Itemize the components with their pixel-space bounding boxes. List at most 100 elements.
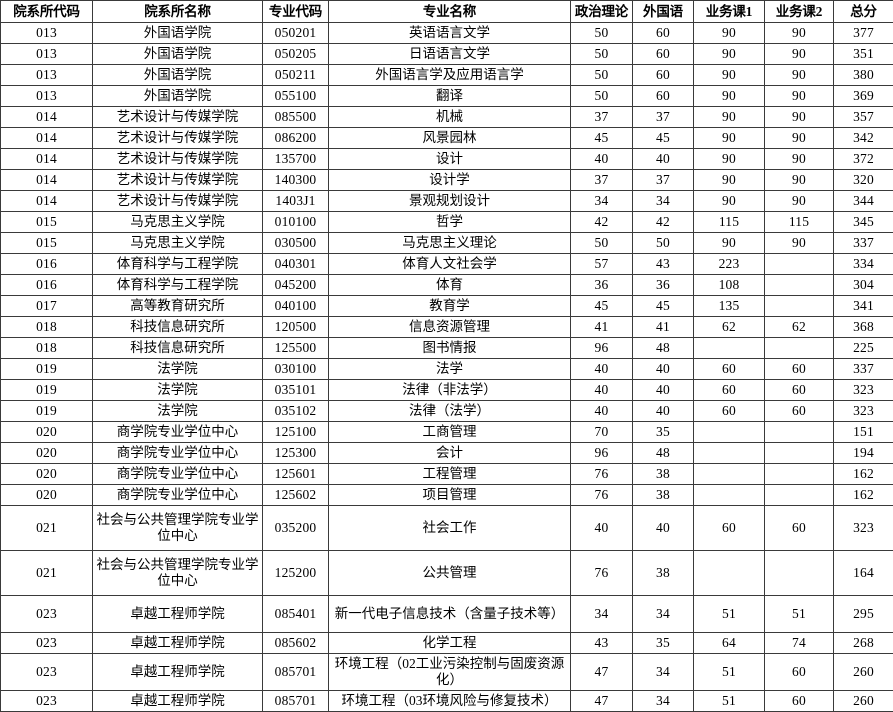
cell-major-code: 035102 — [263, 401, 329, 422]
cell-major-name: 体育 — [329, 275, 571, 296]
cell-prof1 — [694, 464, 765, 485]
cell-prof1: 62 — [694, 317, 765, 338]
cell-major-code: 140300 — [263, 170, 329, 191]
cell-dept-code: 018 — [1, 338, 93, 359]
cell-major-code: 125200 — [263, 551, 329, 596]
cell-prof2 — [765, 254, 834, 275]
cell-politics: 76 — [571, 551, 633, 596]
cell-prof1 — [694, 443, 765, 464]
cell-prof1: 90 — [694, 44, 765, 65]
cell-dept-name: 马克思主义学院 — [93, 233, 263, 254]
cell-major-code: 050205 — [263, 44, 329, 65]
cell-dept-name: 科技信息研究所 — [93, 338, 263, 359]
cell-major-code: 030500 — [263, 233, 329, 254]
cell-foreign: 37 — [633, 107, 694, 128]
cell-total: 368 — [834, 317, 893, 338]
cell-prof2 — [765, 338, 834, 359]
cell-politics: 41 — [571, 317, 633, 338]
cell-dept-code: 018 — [1, 317, 93, 338]
cell-dept-name: 高等教育研究所 — [93, 296, 263, 317]
cell-prof1: 90 — [694, 23, 765, 44]
cell-prof1: 60 — [694, 359, 765, 380]
cell-prof2: 60 — [765, 380, 834, 401]
cell-dept-code: 014 — [1, 107, 93, 128]
cell-major-name: 法律（非法学） — [329, 380, 571, 401]
cell-foreign: 41 — [633, 317, 694, 338]
cell-major-name: 图书情报 — [329, 338, 571, 359]
column-header-prof2: 业务课2 — [765, 1, 834, 23]
cell-major-code: 120500 — [263, 317, 329, 338]
cell-major-name: 新一代电子信息技术（含量子技术等） — [329, 596, 571, 633]
cell-prof1: 90 — [694, 149, 765, 170]
cell-major-name: 工程管理 — [329, 464, 571, 485]
cell-politics: 50 — [571, 233, 633, 254]
cell-politics: 47 — [571, 654, 633, 691]
cell-prof1: 90 — [694, 233, 765, 254]
column-header-total: 总分 — [834, 1, 893, 23]
cell-dept-code: 015 — [1, 212, 93, 233]
cell-prof1: 90 — [694, 170, 765, 191]
cell-prof2: 90 — [765, 233, 834, 254]
cell-major-name: 信息资源管理 — [329, 317, 571, 338]
cell-major-name: 风景园林 — [329, 128, 571, 149]
cell-dept-name: 法学院 — [93, 401, 263, 422]
cell-dept-name: 商学院专业学位中心 — [93, 464, 263, 485]
cell-prof2: 60 — [765, 506, 834, 551]
column-header-major-name: 专业名称 — [329, 1, 571, 23]
cell-major-name: 法律（法学） — [329, 401, 571, 422]
cell-politics: 45 — [571, 296, 633, 317]
cell-politics: 50 — [571, 86, 633, 107]
cell-major-name: 机械 — [329, 107, 571, 128]
cell-dept-code: 013 — [1, 65, 93, 86]
cell-foreign: 45 — [633, 128, 694, 149]
column-header-prof1: 业务课1 — [694, 1, 765, 23]
cell-major-name: 教育学 — [329, 296, 571, 317]
cell-prof1: 60 — [694, 506, 765, 551]
cell-dept-name: 商学院专业学位中心 — [93, 485, 263, 506]
cell-politics: 37 — [571, 170, 633, 191]
cell-dept-name: 法学院 — [93, 380, 263, 401]
cell-major-code: 125601 — [263, 464, 329, 485]
cell-major-code: 040301 — [263, 254, 329, 275]
cell-prof1: 223 — [694, 254, 765, 275]
cell-major-name: 会计 — [329, 443, 571, 464]
cell-dept-code: 023 — [1, 654, 93, 691]
cell-dept-name: 体育科学与工程学院 — [93, 275, 263, 296]
cell-dept-code: 020 — [1, 485, 93, 506]
cell-foreign: 34 — [633, 654, 694, 691]
cell-politics: 76 — [571, 485, 633, 506]
cell-foreign: 38 — [633, 464, 694, 485]
cell-dept-code: 014 — [1, 128, 93, 149]
cell-total: 162 — [834, 485, 893, 506]
cell-major-code: 085500 — [263, 107, 329, 128]
cell-total: 320 — [834, 170, 893, 191]
cell-major-code: 040100 — [263, 296, 329, 317]
cell-total: 151 — [834, 422, 893, 443]
cell-prof1: 90 — [694, 107, 765, 128]
cell-dept-name: 商学院专业学位中心 — [93, 422, 263, 443]
cell-foreign: 60 — [633, 44, 694, 65]
cell-dept-code: 015 — [1, 233, 93, 254]
cell-politics: 50 — [571, 23, 633, 44]
cell-politics: 40 — [571, 506, 633, 551]
cell-major-name: 景观规划设计 — [329, 191, 571, 212]
cell-dept-code: 023 — [1, 596, 93, 633]
cell-prof2: 74 — [765, 633, 834, 654]
cell-prof1: 108 — [694, 275, 765, 296]
cell-politics: 50 — [571, 44, 633, 65]
table-header-row: 院系所代码 院系所名称 专业代码 专业名称 政治理论 外国语 业务课1 业务课2… — [1, 1, 893, 23]
cell-total: 323 — [834, 401, 893, 422]
cell-major-code: 035101 — [263, 380, 329, 401]
cell-total: 260 — [834, 654, 893, 691]
cell-prof1 — [694, 551, 765, 596]
